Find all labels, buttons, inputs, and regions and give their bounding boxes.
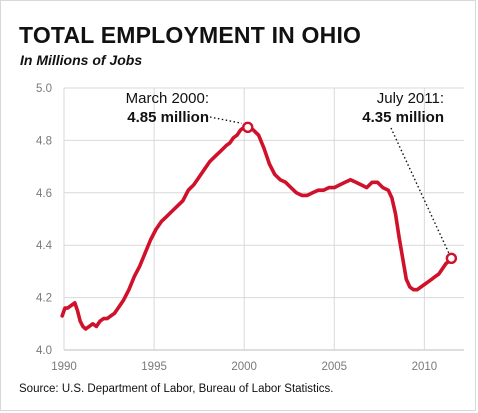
- x-tick-label: 1995: [141, 361, 167, 373]
- annotation-value: 4.35 million: [362, 109, 444, 126]
- source-note: Source: U.S. Department of Labor, Bureau…: [19, 383, 334, 395]
- y-tick-label: 4.4: [36, 240, 53, 252]
- employment-line: [60, 125, 454, 331]
- annotations: March 2000: 4.85 million July 2011: 4.35 mi…: [126, 90, 458, 264]
- x-tick-label: 2005: [321, 361, 347, 373]
- tick-labels: 4.0 4.2 4.4 4.6 4.8 5.0 1990 1995 2000 2005 2010: [36, 83, 437, 373]
- annotation-marker: [445, 252, 458, 264]
- series-line: [60, 125, 454, 331]
- annotation-value: 4.85 million: [127, 109, 209, 126]
- chart-subtitle: In Millions of Jobs: [20, 52, 143, 68]
- annotation-marker: [242, 121, 254, 134]
- x-tick-label: 2000: [231, 361, 257, 373]
- y-tick-label: 4.8: [36, 135, 52, 147]
- y-tick-label: 4.0: [36, 345, 52, 357]
- y-tick-label: 4.2: [36, 293, 52, 305]
- y-tick-label: 5.0: [36, 83, 52, 95]
- annotation-date: July 2011:: [377, 90, 444, 107]
- annotation-leader: [209, 116, 242, 124]
- x-tick-label: 1990: [51, 361, 77, 373]
- chart-title: TOTAL EMPLOYMENT IN OHIO: [19, 22, 362, 48]
- grid-lines: [63, 87, 464, 351]
- annotation-date: March 2000:: [126, 90, 209, 107]
- x-tick-label: 2010: [412, 361, 438, 373]
- y-tick-label: 4.6: [36, 188, 52, 200]
